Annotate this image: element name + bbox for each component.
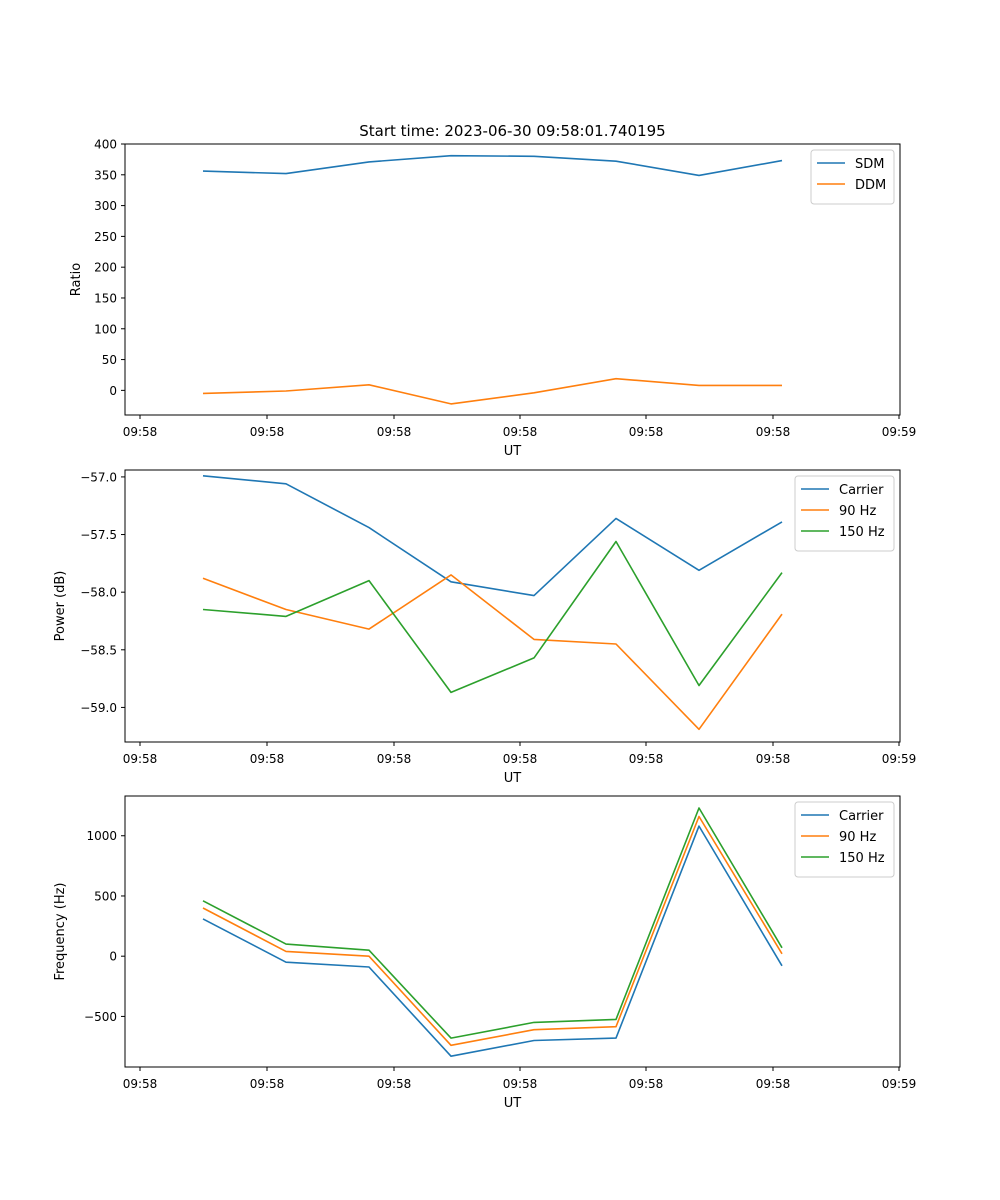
legend-label: 90 Hz bbox=[839, 504, 876, 519]
panel-1: 09:58 09:58 09:58 09:58 09:58 09:58 09:59 0 50 10… bbox=[69, 138, 916, 460]
y-tick-label: −59.0 bbox=[80, 701, 117, 715]
y-tick-label: −57.0 bbox=[80, 470, 117, 484]
y-tick-label: 0 bbox=[109, 384, 117, 398]
x-tick-label: 09:58 bbox=[123, 425, 158, 439]
x-tick-label: 09:58 bbox=[629, 752, 664, 766]
x-tick-label: 09:58 bbox=[377, 1077, 412, 1091]
panels: 09:58 09:58 09:58 09:58 09:58 09:58 09:59 0 50 10… bbox=[53, 138, 916, 1112]
x-tick-label: 09:59 bbox=[882, 1077, 917, 1091]
x-tick-label: 09:58 bbox=[756, 752, 791, 766]
y-tick-label: 0 bbox=[109, 950, 117, 964]
x-axis-label: UT bbox=[504, 444, 522, 459]
axes-frame bbox=[124, 795, 901, 1068]
y-axis-label: Frequency (Hz) bbox=[53, 882, 68, 980]
x-axis-label: UT bbox=[504, 1096, 522, 1111]
x-tick-label: 09:58 bbox=[756, 425, 791, 439]
x-tick-label: 09:58 bbox=[503, 752, 538, 766]
series-line-150-hz bbox=[202, 807, 783, 1039]
series-line-150-hz bbox=[202, 540, 783, 694]
x-axis-label: UT bbox=[504, 771, 522, 786]
legend-label: DDM bbox=[855, 178, 886, 193]
x-tick-label: 09:58 bbox=[250, 425, 285, 439]
legend-label: Carrier bbox=[839, 483, 884, 498]
y-tick-label: 300 bbox=[94, 199, 117, 213]
series-line-ddm bbox=[202, 377, 782, 405]
y-tick-label: 1000 bbox=[86, 829, 117, 843]
y-tick-label: 350 bbox=[94, 168, 117, 182]
x-tick-label: 09:58 bbox=[377, 752, 412, 766]
x-tick-label: 09:59 bbox=[882, 752, 917, 766]
legend-label: 150 Hz bbox=[839, 851, 885, 866]
legend-label: 90 Hz bbox=[839, 830, 876, 845]
axes-frame bbox=[124, 469, 901, 743]
legend-label: Carrier bbox=[839, 809, 884, 824]
y-tick-label: −58.0 bbox=[80, 586, 117, 600]
figure-title: Start time: 2023-06-30 09:58:01.740195 bbox=[359, 122, 665, 140]
y-tick-label: 250 bbox=[94, 230, 117, 244]
y-tick-label: 400 bbox=[94, 138, 117, 152]
x-tick-label: 09:58 bbox=[629, 425, 664, 439]
y-tick-label: 150 bbox=[94, 291, 117, 305]
series-line-carrier bbox=[202, 825, 783, 1057]
legend: Carrier 90 Hz 150 Hz bbox=[794, 475, 895, 552]
x-tick-label: 09:58 bbox=[629, 1077, 664, 1091]
series-line-90-hz bbox=[202, 574, 783, 731]
x-tick-label: 09:58 bbox=[250, 1077, 285, 1091]
panel-3: 09:58 09:58 09:58 09:58 09:58 09:58 09:59 1000 5… bbox=[53, 795, 917, 1111]
x-tick-label: 09:58 bbox=[123, 1077, 158, 1091]
series-line-90-hz bbox=[202, 815, 783, 1047]
legend: SDM DDM bbox=[810, 149, 895, 205]
y-tick-label: 200 bbox=[94, 261, 117, 275]
x-tick-label: 09:59 bbox=[882, 425, 917, 439]
x-tick-label: 09:58 bbox=[123, 752, 158, 766]
legend-label: 150 Hz bbox=[839, 525, 885, 540]
x-tick-label: 09:58 bbox=[503, 1077, 538, 1091]
y-axis-label: Ratio bbox=[69, 263, 84, 296]
y-tick-label: 500 bbox=[94, 889, 117, 903]
y-tick-label: 100 bbox=[94, 322, 117, 336]
axes-frame bbox=[124, 143, 901, 416]
legend: Carrier 90 Hz 150 Hz bbox=[794, 801, 895, 878]
y-tick-label: −58.5 bbox=[80, 643, 117, 657]
x-tick-label: 09:58 bbox=[250, 752, 285, 766]
x-tick-label: 09:58 bbox=[503, 425, 538, 439]
y-tick-label: −500 bbox=[84, 1010, 117, 1024]
y-tick-label: 50 bbox=[102, 353, 117, 367]
legend-label: SDM bbox=[855, 157, 884, 172]
series-line-sdm bbox=[202, 154, 783, 177]
legend-box bbox=[794, 801, 895, 878]
panel-2: 09:58 09:58 09:58 09:58 09:58 09:58 09:59 −57.0… bbox=[53, 469, 917, 786]
y-tick-label: −57.5 bbox=[80, 528, 117, 542]
series-line-carrier bbox=[202, 475, 783, 597]
y-axis-label: Power (dB) bbox=[53, 571, 68, 642]
x-tick-label: 09:58 bbox=[377, 425, 412, 439]
legend-box bbox=[794, 475, 895, 552]
x-tick-label: 09:58 bbox=[756, 1077, 791, 1091]
